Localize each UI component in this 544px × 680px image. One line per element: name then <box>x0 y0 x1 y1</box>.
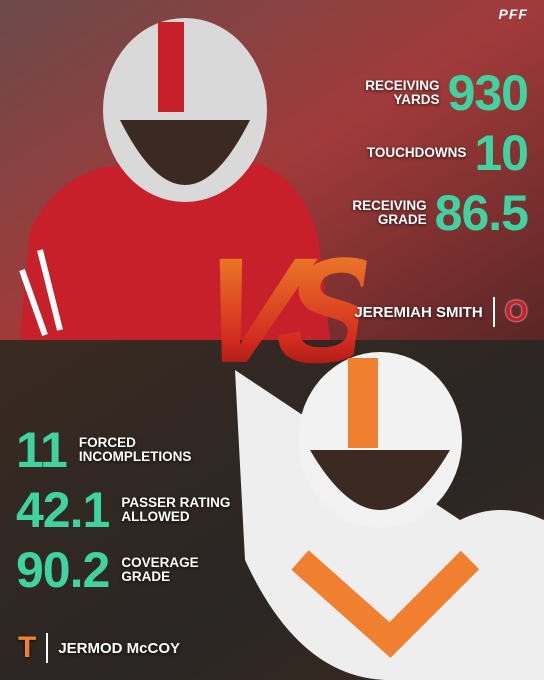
stat-label: PASSER RATING ALLOWED <box>121 494 231 524</box>
stat-row: TOUCHDOWNS 10 <box>366 125 529 181</box>
label-line: RECEIVING <box>352 197 427 213</box>
divider <box>492 297 495 327</box>
player-name: T JERMOD McCOY <box>18 633 180 663</box>
label-line: INCOMPLETIONS <box>78 449 192 464</box>
stat-value: 11 <box>16 422 68 478</box>
label-line: FORCED <box>78 434 136 450</box>
stat-row: 42.1 PASSER RATING ALLOWED <box>16 485 230 535</box>
stat-value: 86.5 <box>434 185 529 241</box>
player-name: JEREMIAH SMITH O <box>354 297 528 327</box>
stat-value: 42.1 <box>16 482 110 538</box>
label-line: COVERAGE <box>121 554 199 570</box>
stat-row: RECEIVING GRADE 86.5 <box>352 185 529 241</box>
label-line: TOUCHDOWNS <box>366 144 467 160</box>
stat-row: 90.2 COVERAGE GRADE <box>16 545 199 595</box>
stat-label: FORCED INCOMPLETIONS <box>78 434 192 464</box>
team-logo: T <box>18 631 37 664</box>
vs-text: VS <box>188 226 372 394</box>
stat-label: RECEIVING GRADE <box>352 197 427 227</box>
player-name-text: JEREMIAH SMITH <box>354 303 483 321</box>
team-logo: O <box>504 295 528 328</box>
stat-row: RECEIVING YARDS 930 <box>365 65 529 121</box>
stat-value: 90.2 <box>16 542 110 598</box>
stat-label: TOUCHDOWNS <box>366 144 467 160</box>
label-line: YARDS <box>393 92 440 107</box>
label-line: GRADE <box>121 569 171 584</box>
stat-value: 10 <box>474 125 529 181</box>
stat-label: COVERAGE GRADE <box>121 554 199 584</box>
divider <box>46 633 49 663</box>
brand-logo: PFF <box>498 6 528 22</box>
stat-value: 930 <box>447 65 529 121</box>
label-line: GRADE <box>377 212 427 227</box>
stat-row: 11 FORCED INCOMPLETIONS <box>16 425 191 475</box>
label-line: RECEIVING <box>365 77 440 93</box>
label-line: ALLOWED <box>121 509 190 524</box>
player-name-text: JERMOD McCOY <box>58 639 181 657</box>
stat-label: RECEIVING YARDS <box>365 77 440 107</box>
label-line: PASSER RATING <box>121 494 231 510</box>
